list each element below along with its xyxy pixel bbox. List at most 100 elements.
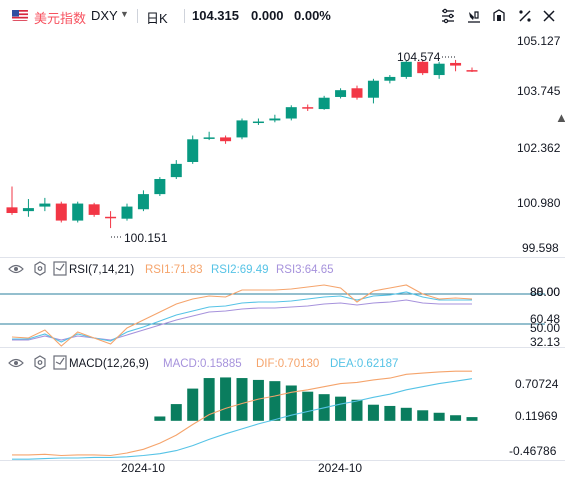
last-price: 104.315 (192, 8, 239, 23)
price-tick: 103.745 (517, 84, 561, 98)
candle-body (105, 216, 117, 219)
candle-body (187, 139, 199, 162)
macd-histogram-bar (384, 405, 396, 421)
rsi-tick: 80.00 (530, 285, 560, 299)
rsi-title: RSI(7,14,21) (69, 264, 134, 276)
chart-header: 美元指数 DXY ▼ 日K 104.315 0.000 0.00% (0, 0, 565, 32)
candle-body (417, 61, 429, 74)
candle-body (154, 178, 166, 195)
candle-body (55, 203, 67, 221)
symbol-code[interactable]: DXY (91, 8, 118, 23)
candle-body (121, 206, 133, 219)
compare-icon (468, 11, 480, 23)
close-button[interactable] (538, 6, 560, 26)
macd-histogram-bar (269, 381, 281, 421)
macd-histogram-bar (236, 378, 248, 421)
candle-body (72, 203, 84, 221)
dif-value: DIF:0.70130 (256, 358, 319, 370)
candle-body (400, 61, 412, 77)
rsi-tick: 50.00 (530, 321, 560, 335)
macd-histogram-bar (154, 416, 166, 421)
candle-body (367, 80, 379, 98)
draw-button[interactable] (488, 6, 510, 26)
macd-tick: 0.11969 (515, 409, 558, 423)
high-price-label: 104.574 (397, 50, 441, 64)
price-change-percent: 0.00% (294, 8, 331, 23)
dea-line (12, 378, 473, 460)
settings-icon (519, 10, 531, 22)
macd-histogram-bar (450, 415, 462, 421)
candle-body (384, 76, 396, 81)
macd-histogram-bar (187, 388, 199, 421)
settings-gear-icon[interactable] (34, 261, 46, 276)
low-price-label: 100.151 (124, 231, 168, 245)
candle-body (335, 90, 347, 97)
macd-tick: 0.70724 (515, 377, 559, 391)
interval-selector[interactable]: 日K (146, 11, 168, 26)
eye-icon[interactable] (8, 358, 24, 368)
price-tick: 105.127 (517, 34, 561, 48)
rsi2-value: RSI2:69.49 (211, 264, 269, 276)
dea-value: DEA:0.62187 (330, 358, 398, 370)
price-tick: 102.362 (517, 141, 561, 155)
settings-gear-icon[interactable] (34, 355, 46, 370)
macd-title: MACD(12,26,9) (69, 358, 149, 370)
rsi1-line (11, 284, 473, 347)
candle-body (203, 137, 215, 139)
time-tick: 2024-10 (121, 461, 165, 475)
macd-histogram-bar (170, 404, 182, 421)
macd-histogram-bar (351, 399, 363, 421)
candle-body (236, 120, 248, 138)
candle-body (252, 121, 264, 124)
checkmark-icon (55, 263, 65, 271)
candle-body (88, 204, 100, 215)
candle-body (285, 107, 297, 119)
price-tick: 99.598 (522, 241, 559, 255)
rsi-scale: 88.00 80.00 60.48 50.00 32.13 (530, 285, 560, 349)
macd-layer (12, 370, 478, 460)
candle-body (269, 118, 281, 121)
macd-tick: -0.46786 (509, 444, 557, 458)
macd-histogram-bar (285, 385, 297, 421)
checkmark-icon (55, 357, 65, 365)
macd-histogram-bar (203, 378, 215, 421)
candles-layer (6, 59, 478, 229)
candle-body (466, 70, 478, 72)
time-tick: 2024-10 (318, 461, 362, 475)
symbol-name[interactable]: 美元指数 (34, 11, 87, 26)
indicators-button[interactable] (437, 6, 459, 26)
rsi3-value: RSI3:64.65 (276, 264, 334, 276)
macd-histogram-bar (220, 377, 232, 421)
macd-histogram-bar (335, 396, 347, 421)
macd-histogram-bar (367, 404, 379, 421)
macd-histogram-bar (433, 412, 445, 421)
macd-header: MACD(12,26,9) MACD:0.15885 DIF:0.70130 D… (8, 355, 398, 370)
settings-button[interactable] (514, 6, 536, 26)
candle-body (450, 62, 462, 66)
rsi-tick: 88.00 (530, 285, 560, 299)
candle-body (170, 163, 182, 178)
compare-button[interactable] (463, 6, 485, 26)
price-change: 0.000 (251, 8, 284, 23)
macd-histogram-bar (466, 417, 478, 421)
eye-icon[interactable] (8, 264, 24, 274)
header-divider (137, 9, 138, 23)
candle-body (351, 88, 363, 98)
candle-body (302, 107, 314, 109)
macd-histogram-bar (400, 407, 412, 421)
candle-body (22, 208, 34, 212)
rsi1-value: RSI1:71.83 (145, 264, 203, 276)
macd-histogram-bar (252, 379, 264, 421)
candle-body (318, 97, 330, 110)
draw-icon (493, 9, 505, 21)
collapse-scale-icon[interactable]: ▲ (555, 110, 565, 125)
candle-body (220, 137, 232, 142)
time-axis: 2024-10 2024-10 (121, 461, 362, 475)
rsi-header: RSI(7,14,21) RSI1:71.83 RSI2:69.49 RSI3:… (8, 261, 334, 276)
rsi-tick: 32.13 (530, 335, 560, 349)
candle-body (39, 203, 51, 207)
candle-body (6, 207, 18, 214)
header-divider (184, 9, 185, 23)
symbol-dropdown-icon[interactable]: ▼ (120, 9, 129, 19)
